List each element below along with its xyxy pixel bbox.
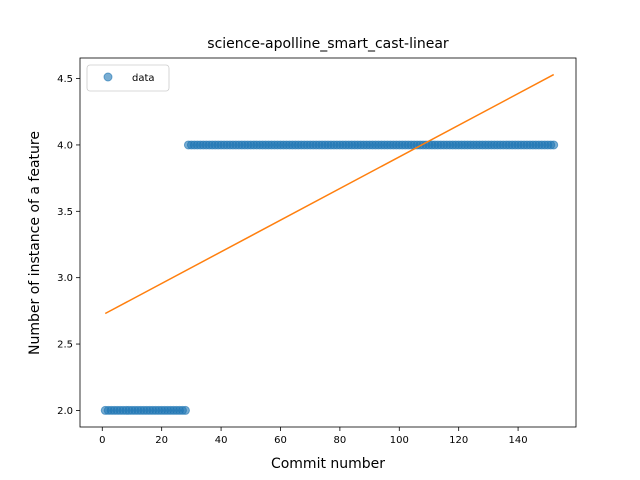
data-point: [549, 140, 559, 150]
legend-label-data: data: [132, 73, 155, 84]
y-tick-label: 2.0: [57, 406, 73, 417]
y-tick-label: 3.0: [57, 273, 73, 284]
legend-marker-data: [103, 72, 113, 82]
x-tick-label: 80: [334, 435, 347, 446]
x-tick-label: 100: [390, 435, 409, 446]
x-tick-label: 20: [155, 435, 168, 446]
legend-box: [86, 64, 170, 92]
axis-ticks: 0 20 40 60 80 100 120 140 2.0 2.5 3.0 3.5 4.0 4.5: [57, 74, 528, 446]
axes-frame: [79, 57, 577, 428]
y-tick-label: 4.0: [57, 140, 73, 151]
x-axis-label: Commit number: [271, 456, 385, 472]
y-axis-label: Number of instance of a feature: [27, 131, 43, 355]
plot-area: [100, 73, 559, 415]
y-tick-label: 2.5: [57, 340, 73, 351]
x-tick-label: 0: [99, 435, 105, 446]
data-point: [180, 405, 190, 415]
x-tick-label: 120: [449, 435, 468, 446]
fit-line: [104, 73, 555, 315]
legend: data: [86, 64, 170, 92]
x-tick-label: 40: [215, 435, 228, 446]
y-tick-label: 4.5: [57, 74, 73, 85]
x-tick-label: 140: [509, 435, 528, 446]
x-tick-label: 60: [274, 435, 287, 446]
chart-title: science-apolline_smart_cast-linear: [207, 36, 449, 52]
y-tick-label: 3.5: [57, 207, 73, 218]
